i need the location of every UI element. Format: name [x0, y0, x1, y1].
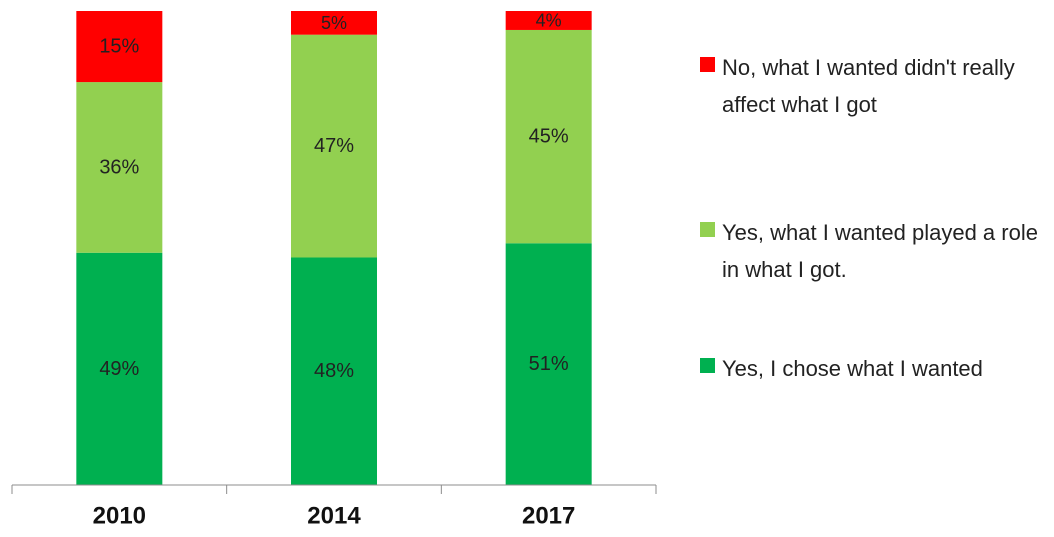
bar-segment-2017-chose: [505, 243, 592, 485]
bar-segment-2014-no: [291, 11, 377, 35]
legend-label-chose: Yes, I chose what I wanted: [722, 356, 983, 381]
data-label: 48%: [314, 360, 354, 382]
legend-label-no: No, what I wanted didn't really affect w…: [722, 55, 1015, 117]
data-label: 4%: [536, 10, 562, 30]
x-tick-label: 2017: [522, 503, 575, 530]
bar-segment-2017-played-role: [505, 29, 592, 244]
data-label: 15%: [99, 36, 139, 58]
legend-swatch-chose: [700, 358, 715, 373]
data-label: 45%: [529, 126, 569, 148]
data-label: 49%: [99, 358, 139, 380]
legend-swatch-no: [700, 57, 715, 72]
bar-segment-2017-no: [505, 11, 592, 30]
bar-segment-2014-played-role: [291, 34, 377, 258]
bar-segment-2010-no: [76, 11, 163, 83]
bar-segment-2010-played-role: [76, 82, 163, 253]
data-label: 51%: [529, 353, 569, 375]
x-tick-label: 2014: [307, 503, 361, 530]
stacked-bar-chart: 49% 36% 15% 2010 48% 47% 5% 2014 51% 45% 4% 2017: [11, 10, 657, 530]
data-label: 36%: [99, 156, 139, 178]
bar-segment-2010-chose: [76, 252, 163, 485]
legend-swatch-played-role: [700, 222, 715, 237]
data-label: 5%: [321, 13, 347, 33]
x-tick-label: 2010: [93, 503, 146, 530]
data-label: 47%: [314, 135, 354, 157]
bar-segment-2014-chose: [291, 257, 377, 485]
legend-label-played-role: Yes, what I wanted played a role in what…: [722, 220, 1038, 282]
